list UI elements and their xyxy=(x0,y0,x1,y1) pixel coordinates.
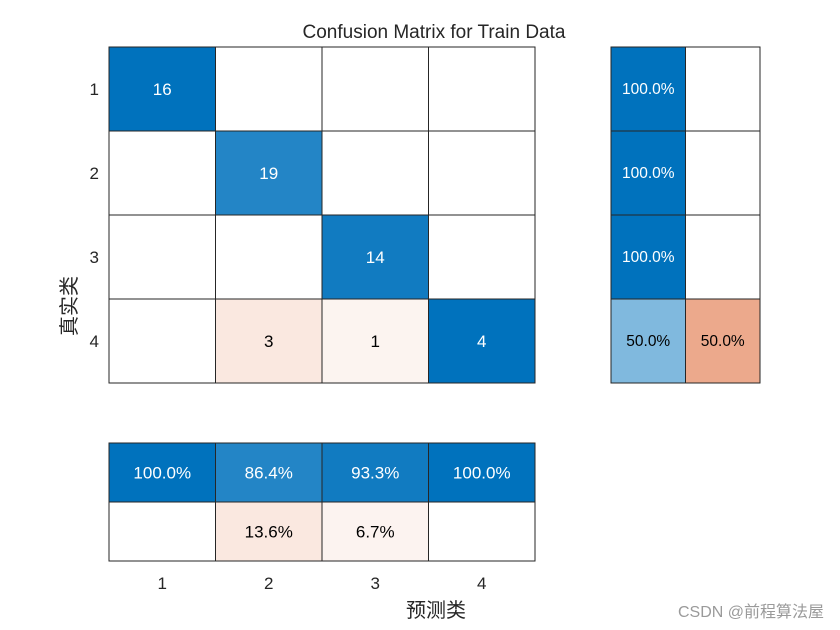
matrix-cell xyxy=(428,46,536,132)
row-summary-cell xyxy=(685,298,761,384)
x-tick-label: 1 xyxy=(158,574,167,593)
matrix-cell-value: 3 xyxy=(264,332,273,351)
column-summary-cell xyxy=(108,442,216,503)
column-summary-cell xyxy=(321,501,429,562)
matrix-cell-value: 16 xyxy=(153,80,172,99)
column-summary-value: 100.0% xyxy=(453,464,511,483)
matrix-cell xyxy=(321,298,429,384)
column-summary-value: 13.6% xyxy=(245,523,293,542)
matrix-cell-value: 14 xyxy=(366,248,385,267)
row-summary-cell xyxy=(685,46,761,132)
column-summary-cell xyxy=(215,442,323,503)
row-summary-cell xyxy=(610,298,686,384)
watermark: CSDN @前程算法屋 xyxy=(678,602,824,621)
row-summary-grid: 100.0% 100.0% 100.0% 50.0% 50.0% xyxy=(610,46,761,384)
matrix-cell xyxy=(428,298,536,384)
matrix-cell xyxy=(108,46,216,132)
matrix-cell xyxy=(321,46,429,132)
matrix-cell xyxy=(215,130,323,216)
row-summary-value: 50.0% xyxy=(701,333,745,350)
y-axis-label: 真实类 xyxy=(57,276,81,336)
column-summary-value: 100.0% xyxy=(133,464,191,483)
row-summary-cell xyxy=(685,130,761,216)
x-tick-label: 4 xyxy=(477,574,486,593)
matrix-cell-value: 19 xyxy=(259,164,278,183)
column-summary-value: 86.4% xyxy=(245,464,293,483)
column-summary-cell xyxy=(428,501,536,562)
column-summary-cell xyxy=(321,442,429,503)
column-summary-value: 6.7% xyxy=(356,523,395,542)
matrix-cell xyxy=(428,130,536,216)
row-summary-value: 100.0% xyxy=(622,249,675,266)
column-summary-cell xyxy=(108,501,216,562)
x-tick-label: 2 xyxy=(264,574,273,593)
y-tick-labels: 1 2 3 4 xyxy=(90,80,99,351)
y-tick-label: 4 xyxy=(90,332,99,351)
matrix-cell xyxy=(428,214,536,300)
matrix-cell-value: 1 xyxy=(371,332,380,351)
matrix-cell xyxy=(215,46,323,132)
matrix-cell xyxy=(321,214,429,300)
y-tick-label: 2 xyxy=(90,164,99,183)
row-summary-cell xyxy=(685,214,761,300)
x-tick-labels: 1 2 3 4 xyxy=(158,574,487,593)
y-tick-label: 1 xyxy=(90,80,99,99)
column-summary-value: 93.3% xyxy=(351,464,399,483)
column-summary-cell xyxy=(428,442,536,503)
row-summary-value: 50.0% xyxy=(626,333,670,350)
matrix-cell xyxy=(108,214,216,300)
matrix-cell xyxy=(108,298,216,384)
matrix-cell-value: 4 xyxy=(477,332,486,351)
x-axis-label: 预测类 xyxy=(406,598,466,622)
row-summary-cell xyxy=(610,130,686,216)
chart-title: Confusion Matrix for Train Data xyxy=(303,22,566,43)
matrix-cell xyxy=(108,130,216,216)
matrix-cell xyxy=(215,298,323,384)
row-summary-value: 100.0% xyxy=(622,81,675,98)
matrix-cell xyxy=(215,214,323,300)
column-summary-cell xyxy=(215,501,323,562)
column-summary-grid: 100.0% 86.4% 93.3% 100.0% 13.6% 6.7% xyxy=(108,442,536,562)
matrix-cell xyxy=(321,130,429,216)
y-tick-label: 3 xyxy=(90,248,99,267)
x-tick-label: 3 xyxy=(371,574,380,593)
row-summary-value: 100.0% xyxy=(622,165,675,182)
